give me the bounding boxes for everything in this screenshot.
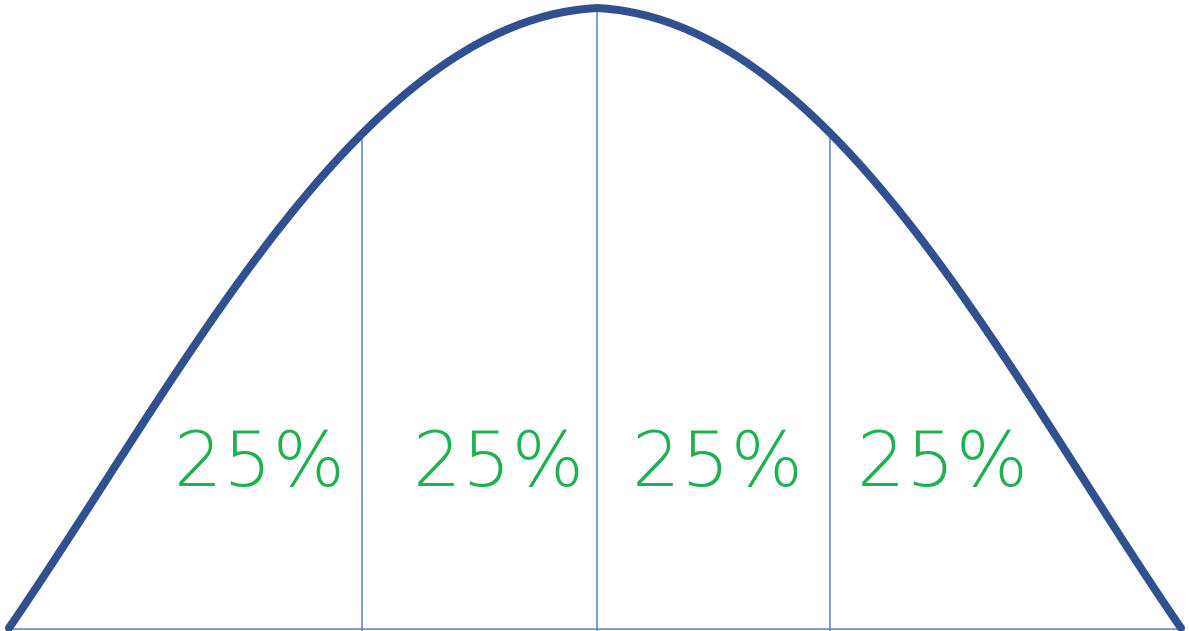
bell-curve bbox=[5, 3, 1185, 631]
section-label-1: 25% bbox=[174, 415, 346, 504]
section-label-3: 25% bbox=[632, 415, 804, 504]
section-label-4: 25% bbox=[857, 415, 1029, 504]
section-label-2: 25% bbox=[413, 415, 585, 504]
